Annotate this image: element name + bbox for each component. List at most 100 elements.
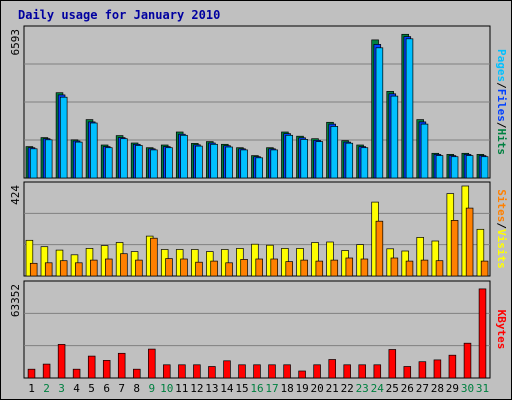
- bar-kbytes-day-undefined: [478, 288, 487, 379]
- chart-panel-3: 63352 KBytes: [9, 280, 508, 379]
- bar-kbytes-day-undefined: [87, 355, 96, 379]
- bar-sites-day-undefined: [210, 260, 218, 277]
- x-tick-label: 15: [235, 382, 248, 395]
- x-axis-labels: 1 2 3 4 5 6 7 8 9 10 11 12 13 14 15 16 17 18 19 20 21 22 23 24 2…: [28, 382, 489, 395]
- y-max-label: 6593: [9, 29, 22, 56]
- x-tick-label: 3: [58, 382, 65, 395]
- bar-kbytes-day-undefined: [418, 361, 427, 379]
- legend: Pages/Files/Hits: [495, 49, 508, 155]
- plot-area: [23, 280, 491, 379]
- bar-sites-day-undefined: [390, 257, 399, 277]
- x-tick-label: 13: [205, 382, 218, 395]
- y-max-label: 424: [9, 185, 22, 205]
- bar-visits-day-undefined: [40, 246, 49, 277]
- bar-sites-day-undefined: [345, 257, 354, 277]
- bar-sites-day-undefined: [375, 220, 384, 277]
- bar-kbytes-day-undefined: [403, 366, 412, 379]
- x-tick-label: 2: [43, 382, 50, 395]
- bar-pages-day-1: [29, 148, 38, 179]
- bar-sites-day-undefined: [300, 259, 308, 277]
- x-tick-label: 12: [190, 382, 203, 395]
- bar-pages-day-8: [135, 145, 143, 179]
- bar-sites-day-undefined: [330, 259, 339, 277]
- bar-sites-day-undefined: [240, 259, 248, 277]
- legend-entry: /: [495, 122, 508, 129]
- bar-kbytes-day-undefined: [328, 359, 336, 379]
- bar-visits-day-undefined: [311, 242, 319, 277]
- x-tick-label: 8: [133, 382, 140, 395]
- bar-sites-day-undefined: [135, 259, 143, 277]
- x-tick-label: 18: [280, 382, 293, 395]
- legend: KBytes: [495, 310, 508, 350]
- bar-sites-day-undefined: [405, 260, 414, 277]
- bar-sites-day-undefined: [150, 237, 158, 277]
- bar-sites-day-undefined: [255, 258, 263, 277]
- bar-pages-day-21: [330, 126, 339, 179]
- bar-sites-day-undefined: [180, 258, 188, 277]
- bar-pages-day-10: [165, 147, 173, 179]
- bar-pages-day-24: [375, 47, 384, 179]
- legend-entry: Visits: [495, 229, 508, 269]
- bar-pages-day-23: [360, 147, 369, 179]
- bar-pages-day-7: [120, 138, 128, 179]
- x-tick-label: 11: [175, 382, 188, 395]
- bar-kbytes-day-undefined: [283, 364, 291, 379]
- bar-pages-day-22: [345, 142, 354, 179]
- bar-visits-day-undefined: [326, 241, 334, 277]
- bar-sites-day-undefined: [435, 260, 444, 277]
- bar-sites-day-undefined: [420, 259, 429, 277]
- bar-pages-day-25: [390, 95, 399, 179]
- bar-kbytes-day-undefined: [343, 364, 351, 379]
- x-tick-label: 29: [446, 382, 459, 395]
- bar-sites-day-undefined: [105, 258, 113, 277]
- x-tick-label: 30: [461, 382, 474, 395]
- bar-pages-day-5: [90, 122, 98, 179]
- bar-kbytes-day-undefined: [358, 364, 366, 379]
- x-tick-label: 25: [386, 382, 399, 395]
- bar-kbytes-day-undefined: [238, 364, 246, 379]
- legend-entry: KBytes: [495, 310, 508, 350]
- bar-sites-day-undefined: [165, 258, 173, 277]
- legend-entry: Files: [495, 89, 508, 122]
- legend-entry: /: [495, 82, 508, 89]
- legend-entry: Sites: [495, 189, 508, 222]
- bar-sites-day-undefined: [480, 260, 489, 277]
- bar-pages-day-9: [150, 149, 158, 179]
- bar-kbytes-day-undefined: [433, 359, 442, 379]
- x-tick-label: 23: [356, 382, 369, 395]
- bar-visits-day-undefined: [476, 228, 485, 277]
- legend-entry: /: [495, 222, 508, 229]
- bar-pages-day-28: [435, 155, 444, 179]
- bar-pages-day-2: [44, 139, 53, 179]
- bar-sites-day-undefined: [315, 260, 324, 277]
- x-tick-label: 4: [73, 382, 80, 395]
- legend-entry: Hits: [495, 129, 508, 156]
- bar-sites-day-undefined: [195, 261, 203, 277]
- x-tick-label: 16: [250, 382, 263, 395]
- x-tick-label: 27: [416, 382, 429, 395]
- x-tick-label: 1: [28, 382, 35, 395]
- bar-pages-day-15: [240, 149, 248, 179]
- x-tick-label: 22: [341, 382, 354, 395]
- bar-sites-day-undefined: [44, 262, 53, 277]
- bar-pages-day-14: [225, 146, 233, 179]
- x-tick-label: 21: [326, 382, 339, 395]
- x-tick-label: 10: [160, 382, 173, 395]
- bar-sites-day-undefined: [29, 262, 38, 277]
- bar-kbytes-day-undefined: [298, 370, 306, 379]
- bar-kbytes-day-undefined: [268, 364, 276, 379]
- bar-sites-day-undefined: [225, 262, 233, 277]
- bar-sites-day-undefined: [90, 259, 98, 277]
- bar-sites-day-undefined: [120, 253, 128, 277]
- bar-kbytes-day-undefined: [373, 364, 382, 379]
- bar-kbytes-day-undefined: [133, 368, 141, 379]
- x-tick-label: 31: [476, 382, 489, 395]
- bar-kbytes-day-undefined: [163, 364, 171, 379]
- bar-pages-day-16: [255, 157, 263, 179]
- bar-kbytes-day-undefined: [27, 368, 36, 379]
- bar-visits-day-undefined: [25, 239, 34, 277]
- bar-pages-day-31: [480, 156, 489, 179]
- bar-kbytes-day-undefined: [313, 364, 321, 379]
- legend: Sites/Visits: [495, 189, 508, 269]
